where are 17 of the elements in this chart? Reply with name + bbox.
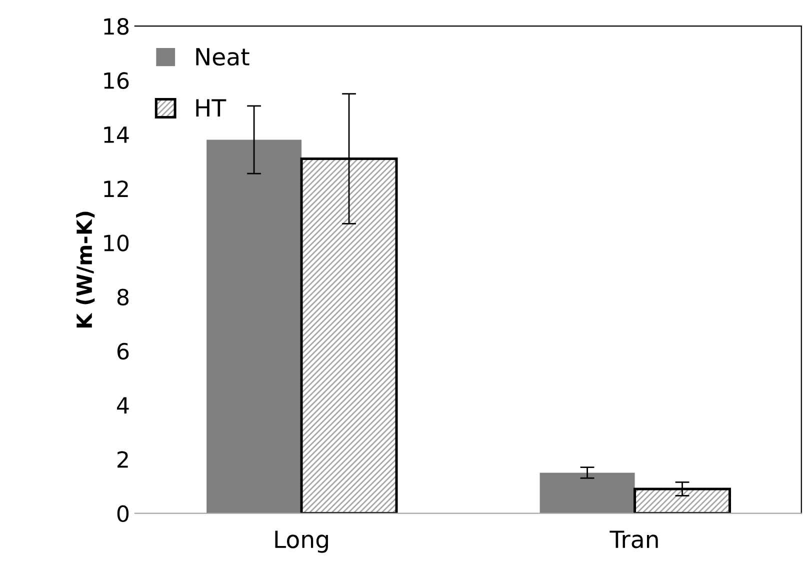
bar — [206, 140, 302, 514]
y-tick-label: 10 — [104, 234, 129, 252]
y-tick-label: 14 — [104, 126, 129, 143]
legend-label: HT — [196, 99, 226, 116]
x-tick-label: Long — [275, 530, 328, 553]
y-tick-label: 2 — [118, 451, 128, 468]
y-tick-label: 0 — [117, 505, 129, 522]
y-tick-label: 12 — [104, 180, 128, 197]
y-tick-label: 16 — [104, 72, 129, 89]
y-tick-label: 6 — [117, 342, 129, 360]
y-tick-label: 8 — [117, 288, 129, 306]
x-tick-label: Tran — [610, 530, 658, 548]
legend-label: Neat — [196, 48, 250, 66]
y-axis-title: K (W/m-K) — [76, 212, 95, 328]
y-tick-label: 18 — [104, 18, 129, 35]
y-tick-label: 4 — [116, 397, 129, 414]
bar — [540, 472, 635, 514]
